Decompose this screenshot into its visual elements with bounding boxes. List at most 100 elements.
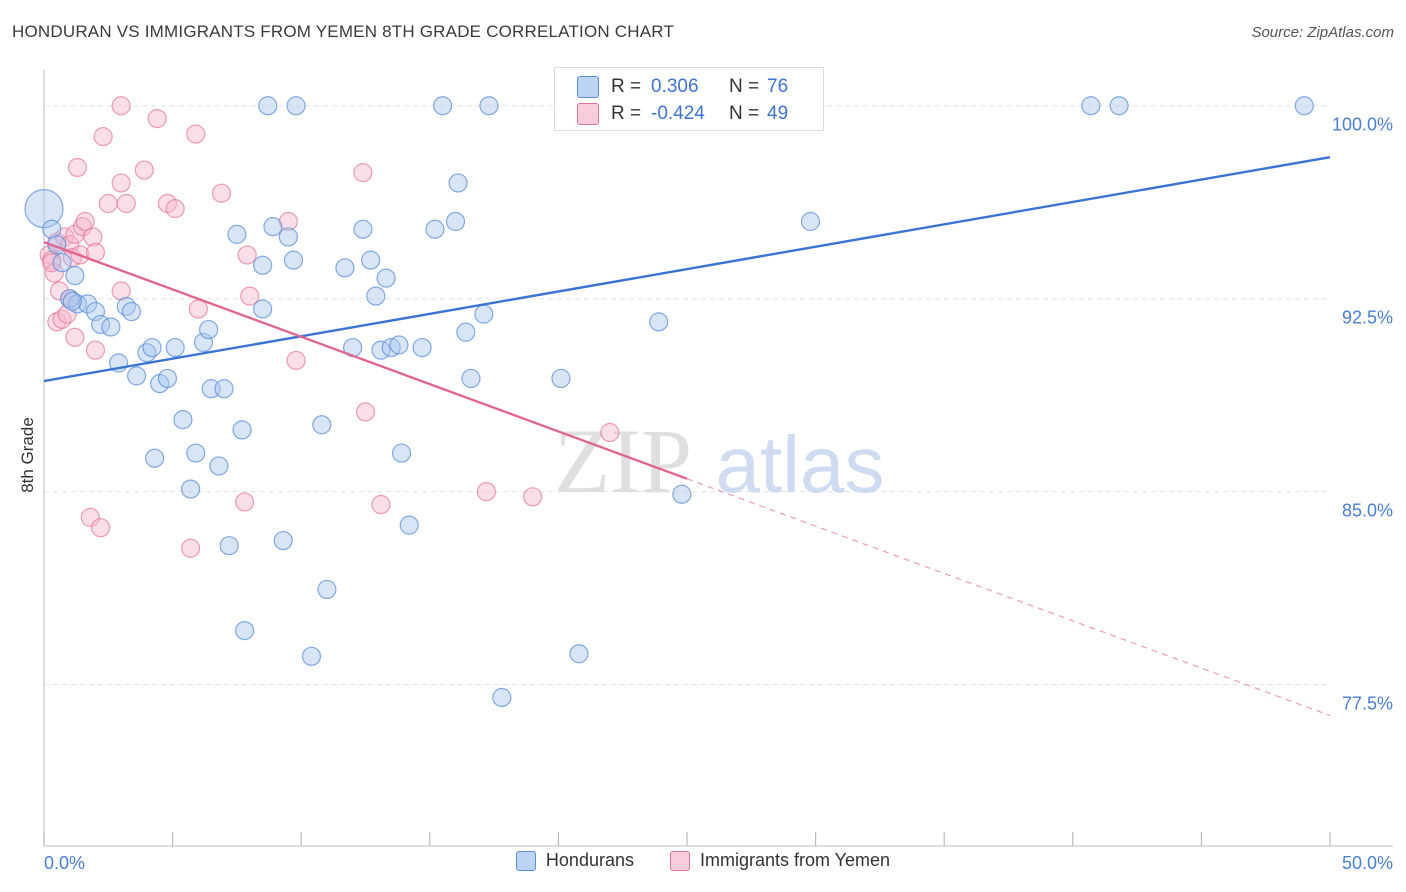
honduran-point [461,368,481,389]
honduran-point [24,189,64,229]
honduran-point [142,337,162,358]
yemen-point [186,124,206,144]
legend-item-hondurans[interactable]: Hondurans [515,850,634,871]
honduran-point [445,211,466,232]
yemen-point [188,299,208,319]
honduran-point [389,335,409,355]
honduran-point [165,337,185,358]
stats-r-label: R = [611,76,642,97]
honduran-point [253,255,273,275]
yemen-point [83,227,103,247]
honduran-point [227,224,247,244]
yemen-point [111,96,131,116]
stats-swatch-pink [577,103,599,125]
honduran-point [301,646,322,666]
honduran-point [1109,96,1129,116]
honduran-point [317,579,337,600]
honduran-point [121,301,142,322]
stats-n-value-blue: 76 [767,76,789,97]
honduran-point [67,294,88,314]
stats-n-label: N = [729,76,760,97]
honduran-point [353,219,373,239]
honduran-point [263,217,283,237]
honduran-point [62,291,82,311]
yemen-point [52,309,72,329]
honduran-point [456,322,476,342]
honduran-point [52,253,72,273]
yemen-point [57,304,77,324]
yemen-point [235,492,255,512]
honduran-point [186,443,206,463]
watermark-zip: ZIP [554,410,692,512]
honduran-point [144,448,165,468]
trend-line-hondurans [43,156,1331,383]
stats-n-value-pink: 49 [767,103,789,124]
x-tick-label: 50.0% [1342,853,1393,873]
series-yemen-points [39,96,620,558]
stats-n-label: N = [729,103,760,124]
trend-lines [43,156,1331,717]
honduran-point [366,286,386,306]
honduran-point [126,366,147,386]
x-tick-label: 0.0% [44,853,85,873]
honduran-point [214,379,234,399]
yemen-point [211,183,232,203]
legend-label-yemen: Immigrants from Yemen [699,850,891,870]
y-tick-label: 100.0% [1332,115,1393,135]
honduran-point [181,479,201,499]
honduran-point [474,304,494,324]
yemen-point [72,217,93,237]
honduran-point [209,456,229,476]
honduran-point [649,312,669,332]
yemen-point [523,487,543,507]
honduran-point [193,332,214,353]
honduran-point [312,415,332,435]
honduran-point [361,250,381,270]
honduran-point [232,420,252,440]
y-tick-label: 77.5% [1342,694,1393,714]
series-hondurans-points [24,96,1314,708]
honduran-point [273,530,293,551]
stats-row-yemen: R = -0.424 N = 49 [577,100,788,128]
honduran-point [137,343,157,363]
stats-legend: R = 0.306 N = 76 R = -0.424 N = 49 [554,67,824,131]
stats-row-hondurans: R = 0.306 N = 76 [577,73,788,101]
honduran-point [235,620,255,641]
axes [43,70,1393,847]
honduran-point [42,219,62,239]
yemen-point [355,402,376,422]
watermark: ZIP atlas [554,410,884,512]
honduran-point [551,368,571,389]
yemen-point [147,108,167,129]
legend-swatch-pink [669,850,690,871]
honduran-point [283,250,304,270]
stats-r-value-pink: -0.424 [651,103,705,124]
honduran-point [391,443,412,463]
yemen-point [116,193,136,214]
yemen-point [111,173,131,193]
y-tick-labels: 77.5% 85.0% 92.5% 100.0% [1332,115,1393,714]
honduran-point [800,211,821,232]
chart-source: Source: ZipAtlas.com [1251,24,1394,41]
yemen-point [90,518,111,538]
honduran-point [1294,96,1314,116]
honduran-point [219,536,239,556]
trend-line-yemen-extension [686,478,1331,717]
honduran-point [173,410,193,430]
chart-title: HONDURAN VS IMMIGRANTS FROM YEMEN 8TH GR… [12,22,675,41]
legend-item-yemen[interactable]: Immigrants from Yemen [669,850,891,871]
honduran-point [1081,96,1101,116]
honduran-point [425,219,445,239]
yemen-point [80,507,100,527]
honduran-point [335,258,355,278]
honduran-point [278,227,298,247]
yemen-point [278,211,298,232]
yemen-point [111,281,131,301]
honduran-point [199,319,219,340]
yemen-point [49,281,70,301]
stats-r-value-blue: 0.306 [651,76,699,97]
yemen-point [476,482,496,502]
yemen-point [98,193,118,214]
stats-swatch-blue [577,76,599,98]
